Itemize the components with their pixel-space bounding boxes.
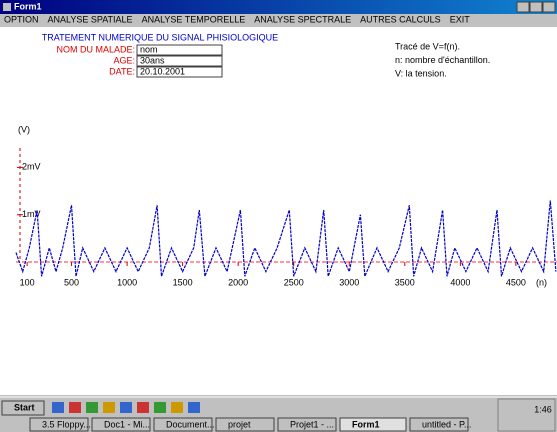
task-label: untitled - P... [422,419,471,429]
x-tick-label: 2500 [284,277,304,287]
window-title: Form1 [14,1,42,11]
field-label: NOM DU MALADE: [56,44,135,54]
quick-launch-icon[interactable] [154,402,166,413]
x-tick-label: 500 [64,277,79,287]
task-label: Document... [166,419,215,429]
form-client [0,27,557,395]
x-tick-label: 4000 [450,277,470,287]
x-axis-label: (n) [536,277,547,287]
quick-launch-icon[interactable] [137,402,149,413]
clock: 1:46 [534,404,552,414]
quick-launch-icon[interactable] [52,402,64,413]
app-icon [3,3,11,11]
title-bar [0,0,557,14]
quick-launch-icon[interactable] [86,402,98,413]
x-tick-label: 1500 [173,277,193,287]
task-label: Projet1 - ... [290,419,334,429]
quick-launch-icon[interactable] [188,402,200,413]
menu-item[interactable]: OPTION [4,14,39,24]
maximize-button[interactable] [530,2,542,12]
minimize-button[interactable] [517,2,529,12]
task-label: projet [228,419,251,429]
y-tick-label: 2mV [22,162,41,172]
note: n: nombre d'échantillon. [395,55,490,65]
quick-launch-icon[interactable] [120,402,132,413]
menu-item[interactable]: ANALYSE SPECTRALE [254,14,351,24]
field-value: nom [140,44,158,54]
close-button[interactable] [543,2,555,12]
x-tick-label: 100 [20,277,35,287]
menu-item[interactable]: ANALYSE TEMPORELLE [142,14,246,24]
field-label: DATE: [109,66,135,76]
x-tick-label: 3000 [339,277,359,287]
field-label: AGE: [113,55,135,65]
form-heading: TRATEMENT NUMERIQUE DU SIGNAL PHISIOLOGI… [42,32,278,42]
x-tick-label: 4500 [506,277,526,287]
field-value: 20.10.2001 [140,66,185,76]
screen: Form1 TRATEMENT NUMERIQUE DU SIGNAL PHIS… [0,0,557,432]
quick-launch-icon[interactable] [103,402,115,413]
task-label: Form1 [352,419,380,429]
quick-launch-icon[interactable] [171,402,183,413]
menu-item[interactable]: ANALYSE SPATIALE [48,14,133,24]
window-controls [517,2,555,12]
x-tick-label: 1000 [117,277,137,287]
x-tick-label: 2000 [228,277,248,287]
task-label: Doc1 - Mi... [104,419,150,429]
menu-item[interactable]: AUTRES CALCULS [360,14,441,24]
field-value: 30ans [140,55,165,65]
start-label: Start [14,402,35,412]
quick-launch-icon[interactable] [69,402,81,413]
x-tick-label: 3500 [395,277,415,287]
menu-item[interactable]: EXIT [450,14,471,24]
task-label: 3.5 Floppy... [42,419,91,429]
note: V: la tension. [395,68,447,78]
y-axis-label: (V) [18,124,30,134]
note: Tracé de V=f(n). [395,41,460,51]
